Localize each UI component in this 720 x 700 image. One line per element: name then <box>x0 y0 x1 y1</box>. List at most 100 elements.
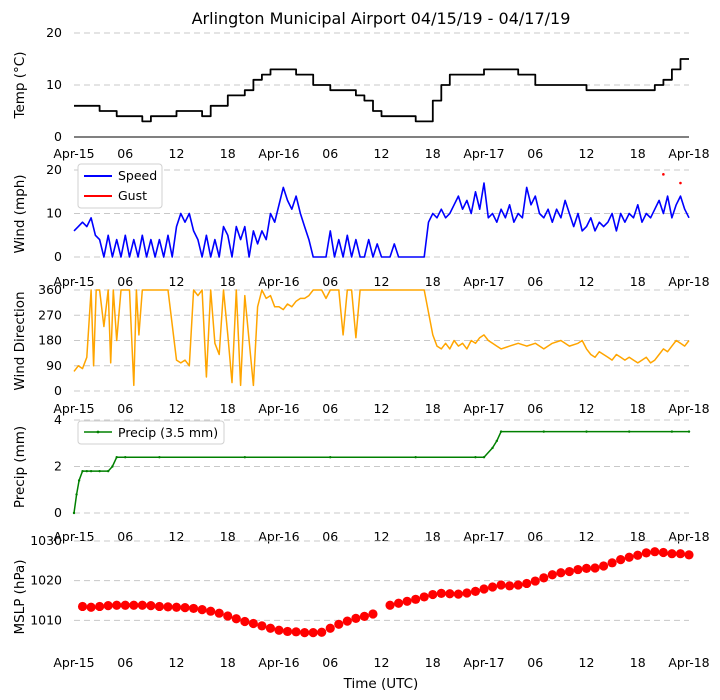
precip-y-tick-label: 2 <box>54 459 62 474</box>
mslp-mslp-marker <box>86 602 96 612</box>
precip-point <box>77 479 81 482</box>
mslp-mslp-marker <box>393 598 404 608</box>
mslp-mslp-marker <box>154 601 165 612</box>
wind-x-tick-label: 06 <box>322 274 338 289</box>
mslp-mslp-marker <box>129 600 139 610</box>
wind-x-tick-label: 18 <box>630 274 646 289</box>
mslp-y-tick-label: 1010 <box>30 612 62 627</box>
mslp-mslp-marker <box>513 580 523 590</box>
mslp-mslp-marker <box>590 563 600 573</box>
temp-x-tick-label: Apr-18 <box>668 146 709 161</box>
mslp-x-tick-label: Apr-17 <box>463 655 504 670</box>
legend-speed-label: Speed <box>118 168 157 183</box>
temp-x-tick-label: Apr-17 <box>463 146 504 161</box>
precip-y-axis-label: Precip (mm) <box>12 426 28 508</box>
wind-y-axis-label: Wind (mph) <box>12 174 28 253</box>
mslp-mslp-marker <box>624 552 634 562</box>
temp-temp-line <box>74 58 689 123</box>
mslp-mslp-marker <box>539 573 549 583</box>
wdir-y-axis-label: Wind Direction <box>12 291 28 390</box>
mslp-mslp-marker <box>334 619 344 629</box>
precip-point <box>491 446 494 450</box>
wdir-x-tick-label: 06 <box>322 401 338 416</box>
precip-point <box>670 430 674 433</box>
wdir-panel: 0 90 180 270 360 Apr-15 06 12 18 Apr-16 06 12 18 Apr-… <box>12 282 710 416</box>
mslp-mslp-marker <box>95 601 105 612</box>
precip-point <box>106 469 110 473</box>
mslp-x-tick-label: 06 <box>527 655 543 670</box>
precip-point <box>542 430 545 433</box>
temp-y-tick-label: 20 <box>46 25 62 40</box>
mslp-mslp-marker <box>633 550 643 560</box>
mslp-mslp-marker <box>206 606 216 616</box>
precip-x-tick-label: Apr-18 <box>668 529 709 544</box>
wdir-x-tick-label: Apr-18 <box>668 401 709 416</box>
mslp-mslp-marker <box>564 566 575 577</box>
precip-y-tick-label: 4 <box>54 412 62 427</box>
mslp-mslp-marker <box>650 547 660 557</box>
precip-point <box>98 469 101 473</box>
mslp-mslp-marker <box>462 588 472 598</box>
wdir-x-tick-label: 18 <box>425 401 441 416</box>
wdir-x-tick-label: Apr-16 <box>258 401 299 416</box>
mslp-x-tick-label: 18 <box>425 655 441 670</box>
mslp-mslp-marker <box>547 570 557 580</box>
mslp-y-tick-label: 1020 <box>30 573 62 588</box>
wind-x-tick-label: Apr-17 <box>463 274 504 289</box>
mslp-mslp-marker <box>453 589 463 599</box>
mslp-x-tick-label: 12 <box>374 655 390 670</box>
mslp-mslp-marker <box>291 627 301 637</box>
mslp-mslp-marker <box>163 602 173 612</box>
mslp-mslp-marker <box>581 563 592 573</box>
precip-point <box>75 493 78 496</box>
wdir-x-tick-label: 06 <box>527 401 543 416</box>
mslp-mslp-marker <box>487 582 498 592</box>
temp-x-tick-label: Apr-15 <box>53 146 94 161</box>
precip-legend: Precip (3.5 mm) <box>77 420 225 445</box>
mslp-mslp-marker <box>368 609 378 619</box>
mslp-mslp-marker <box>308 628 318 638</box>
wind-speed-line <box>73 182 690 258</box>
wdir-y-tick-label: 180 <box>38 333 62 348</box>
mslp-mslp-marker <box>641 548 651 558</box>
wind-x-tick-label: Apr-18 <box>668 274 709 289</box>
mslp-mslp-marker <box>77 601 88 612</box>
mslp-mslp-marker <box>573 564 583 575</box>
precip-x-tick-label: 06 <box>527 529 543 544</box>
wind-x-tick-label: Apr-16 <box>258 274 299 289</box>
mslp-mslp-marker <box>607 558 617 568</box>
precip-legend-box <box>77 420 225 445</box>
wind-x-tick-label: 06 <box>117 274 133 289</box>
mslp-mslp-marker <box>505 581 515 591</box>
mslp-mslp-marker <box>667 549 677 559</box>
precip-point <box>115 456 118 459</box>
mslp-mslp-marker <box>556 568 566 578</box>
mslp-mslp-marker <box>257 621 267 631</box>
mslp-mslp-marker <box>616 555 626 565</box>
precip-x-tick-label: 18 <box>425 529 441 544</box>
mslp-mslp-marker <box>146 601 156 611</box>
mslp-x-tick-label: Apr-18 <box>668 655 709 670</box>
temp-y-tick-label: 10 <box>46 77 62 92</box>
wind-gust-point <box>679 181 682 185</box>
mslp-mslp-marker <box>180 603 190 613</box>
mslp-mslp-marker <box>598 561 609 571</box>
precip-point <box>243 456 247 459</box>
temp-x-tick-label: 12 <box>579 146 595 161</box>
mslp-mslp-marker <box>359 611 370 621</box>
temp-x-tick-label: 18 <box>425 146 441 161</box>
temp-panel: 0 10 20 Apr-15 06 12 18 Apr-16 06 12 18 Apr-17 06 12 1… <box>12 25 710 161</box>
mslp-mslp-marker <box>402 596 412 606</box>
wdir-x-tick-label: 12 <box>169 401 185 416</box>
wdir-y-tick-label: 90 <box>46 358 62 373</box>
precip-x-tick-label: 12 <box>579 529 595 544</box>
mslp-mslp-marker <box>214 608 224 618</box>
wind-x-tick-label: 06 <box>527 274 543 289</box>
wdir-y-tick-label: 270 <box>38 307 62 322</box>
x-axis-label: Time (UTC) <box>343 676 419 692</box>
temp-x-tick-label: 06 <box>527 146 543 161</box>
wind-panel: 0 10 20 Apr-15 06 12 18 Apr-16 06 12 18 Apr-17 06 12 1… <box>12 162 710 289</box>
mslp-mslp-marker <box>411 594 421 604</box>
precip-x-tick-label: 18 <box>630 529 646 544</box>
legend-precip-label: Precip (3.5 mm) <box>118 425 218 440</box>
